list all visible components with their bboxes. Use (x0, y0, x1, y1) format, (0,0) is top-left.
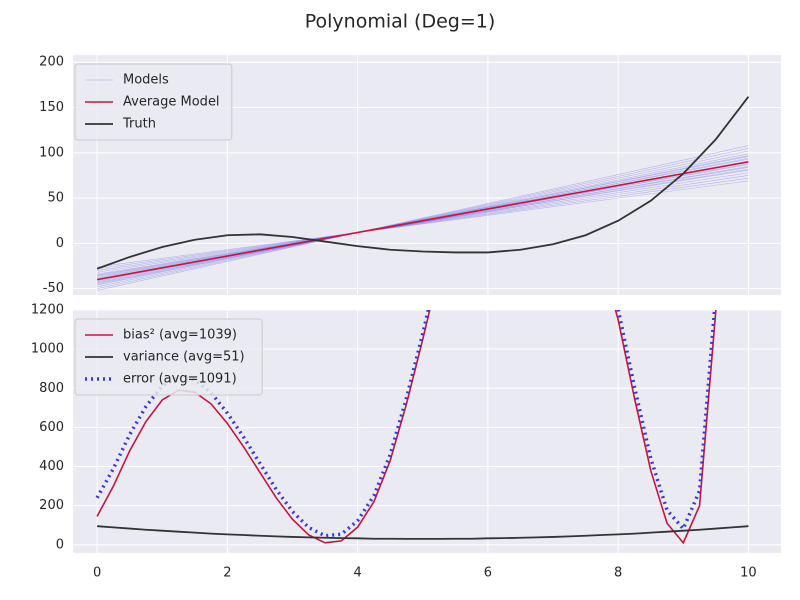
y-tick-label: 200 (39, 498, 64, 513)
series-line (96, 310, 717, 545)
y-tick-label: 0 (56, 537, 64, 552)
series-line (97, 166, 749, 278)
y-tick-label: 800 (39, 381, 64, 396)
y-tick-label: 600 (39, 420, 64, 435)
y-tick-label: -50 (43, 281, 64, 296)
series-line (97, 525, 749, 540)
y-tick-label: 50 (47, 191, 64, 206)
series-line (97, 153, 749, 286)
y-tick-label: 100 (39, 145, 64, 160)
legend-label: bias² (avg=1039) (123, 328, 237, 343)
legend-label: error (avg=1091) (123, 372, 237, 387)
series-line (96, 161, 749, 281)
legend-box (74, 318, 263, 396)
y-tick-label: 1200 (31, 303, 64, 318)
y-tick-label: 200 (39, 55, 64, 70)
x-tick-label: 0 (93, 566, 101, 581)
y-tick-label: 1000 (31, 342, 64, 357)
legend-label: Average Model (123, 95, 220, 110)
legend-label: Models (123, 73, 169, 88)
legend-box (74, 63, 233, 141)
series-line (97, 175, 749, 271)
series-line (97, 180, 749, 268)
legend-label: variance (avg=51) (123, 350, 245, 365)
series-line (97, 156, 749, 284)
plot-area (95, 310, 749, 545)
series-line (96, 96, 750, 270)
series-line (97, 145, 749, 291)
plot-area (96, 96, 750, 291)
legend-label: Truth (122, 117, 156, 132)
figure-title: Polynomial (Deg=1) (305, 11, 496, 33)
y-tick-label: 0 (56, 236, 64, 251)
series-line (95, 310, 717, 538)
series-line (97, 155, 749, 285)
series-line (97, 169, 749, 275)
series-line (97, 147, 749, 289)
series-line (97, 167, 749, 277)
series-line (97, 150, 749, 288)
series-line (97, 172, 749, 273)
y-tick-label: 150 (39, 100, 64, 115)
x-tick-label: 6 (484, 566, 492, 581)
x-tick-label: 4 (353, 566, 361, 581)
x-tick-label: 10 (740, 566, 757, 581)
y-tick-label: 400 (39, 459, 64, 474)
series-line (97, 177, 749, 270)
x-tick-label: 2 (223, 566, 231, 581)
series-line (97, 168, 749, 276)
x-tick-label: 8 (614, 566, 622, 581)
